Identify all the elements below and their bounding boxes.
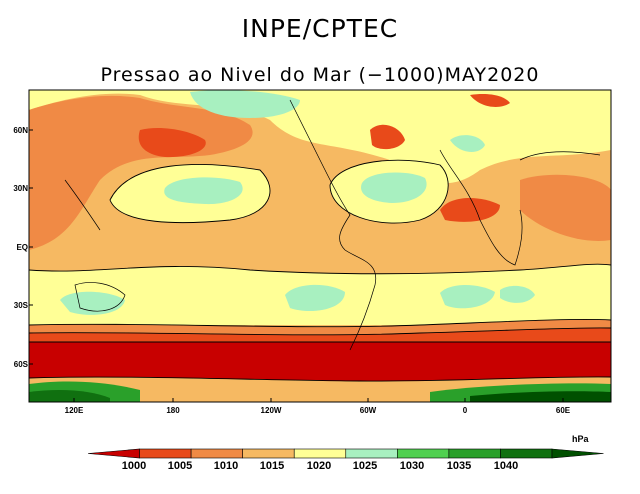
legend-swatch-8 — [500, 448, 553, 459]
legend-label-1010: 1010 — [213, 460, 239, 472]
lat-label-60s: 60S — [13, 360, 28, 369]
satl-high — [440, 285, 495, 309]
lon-label-180: 180 — [166, 406, 180, 415]
aleutian-low — [138, 128, 206, 158]
lon-label-60e: 60E — [555, 406, 571, 415]
legend-label-1035: 1035 — [446, 460, 472, 472]
asia-low-ring — [520, 174, 611, 241]
legend-label-1040: 1040 — [493, 460, 519, 472]
antarctic-high-w-core — [29, 390, 110, 402]
map-title: INPE/CPTEC — [241, 14, 399, 43]
antarctic-high-e-core — [470, 391, 611, 402]
legend-label-1000: 1000 — [121, 460, 147, 472]
legend-swatch-1 — [139, 448, 192, 459]
legend-swatch-6 — [397, 448, 450, 459]
legend-swatch-4 — [293, 448, 347, 459]
arctic-low — [470, 93, 510, 107]
unit-label: hPa — [572, 434, 589, 444]
lon-label-0: 0 — [462, 406, 468, 415]
map-subtitle: Pressao ao Nivel do Mar (−1000)MAY2020 — [100, 64, 540, 86]
map-frame — [28, 89, 612, 403]
legend-label-1005: 1005 — [167, 460, 193, 472]
legend-label-1020: 1020 — [306, 460, 332, 472]
lat-label-30n: 30N — [13, 184, 28, 193]
field-so-1005 — [29, 327, 611, 345]
arctic-high — [190, 90, 300, 118]
legend-label-1030: 1030 — [399, 460, 425, 472]
circumpolar-trough — [29, 342, 611, 382]
lat-label-60n: 60N — [13, 126, 28, 135]
field-nw-pacific — [29, 95, 253, 250]
coastlines — [64, 99, 601, 351]
legend-swatch-2 — [190, 448, 243, 459]
legend-swatch-3 — [242, 448, 295, 459]
field-north-1015 — [29, 90, 611, 183]
lat-label-eq: EQ — [16, 243, 28, 252]
legend-swatch-5 — [345, 448, 398, 459]
legend-swatch-7 — [448, 448, 501, 459]
australia-high — [60, 291, 125, 315]
sahara-low — [440, 198, 500, 222]
sepac-high — [285, 284, 345, 312]
legend-swatch-9 — [551, 448, 604, 459]
natl-high — [361, 172, 427, 203]
lat-label-30s: 30S — [13, 301, 28, 310]
legend-swatch-0 — [87, 448, 140, 459]
lon-label-120w: 120W — [260, 406, 282, 415]
npac-high — [164, 177, 243, 205]
sind-high — [500, 285, 535, 303]
lon-label-120e: 120E — [64, 406, 84, 415]
europe-high — [450, 135, 485, 152]
lon-label-60w: 60W — [359, 406, 377, 415]
icelandic-low — [370, 124, 405, 150]
legend-label-1025: 1025 — [352, 460, 378, 472]
legend-label-1015: 1015 — [259, 460, 285, 472]
